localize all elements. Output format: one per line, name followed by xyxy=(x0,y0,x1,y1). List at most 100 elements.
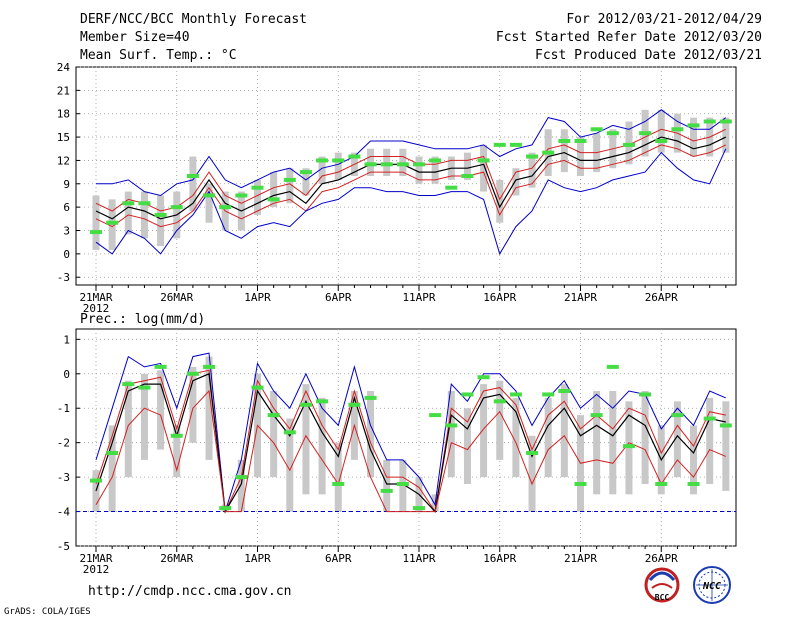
prec-observed-marker xyxy=(251,385,264,390)
bcc-logo-text: BCC xyxy=(655,593,670,602)
prec-xtick-label: 1APR xyxy=(244,552,271,565)
prec-spread-box xyxy=(463,408,471,484)
prec-line-mean xyxy=(95,372,726,514)
panel2-title: Prec.: log(mm/d) xyxy=(80,312,205,327)
temp-observed-marker xyxy=(299,170,312,175)
prec-spread-box xyxy=(383,459,391,512)
temp-spread-box xyxy=(528,152,536,188)
prec-observed-marker xyxy=(719,423,732,428)
temp-observed-marker xyxy=(558,138,571,143)
prec-observed-marker xyxy=(364,395,377,400)
temp-spread-box xyxy=(189,156,197,212)
temp-spread-box xyxy=(463,152,471,180)
prec-spread-box xyxy=(302,384,310,495)
temp-observed-marker xyxy=(477,158,490,163)
temp-spread-box xyxy=(431,156,439,184)
temp-spread-box xyxy=(512,168,520,196)
prec-xtick-label: 21MAR xyxy=(79,552,112,565)
temp-xtick-label: 11APR xyxy=(402,291,435,304)
prec-spread-box xyxy=(173,425,181,478)
bcc-logo: BCC xyxy=(644,567,680,603)
temp-observed-marker xyxy=(283,177,296,182)
prec-spread-box xyxy=(286,418,294,512)
prec-spread-box xyxy=(706,397,714,484)
temp-spread-box xyxy=(205,183,213,223)
temp-xtick-label: 16APR xyxy=(483,291,516,304)
temp-spread-box xyxy=(318,156,326,184)
prec-xtick-label: 21APR xyxy=(564,552,597,565)
prec-ytick-label: -2 xyxy=(57,437,70,450)
temp-observed-marker xyxy=(526,154,539,159)
temp-observed-marker xyxy=(122,201,135,206)
temp-observed-marker xyxy=(639,131,652,136)
temp-ytick-label: 15 xyxy=(57,131,70,144)
temp-spread-box xyxy=(560,129,568,173)
temp-spread-box xyxy=(334,152,342,180)
ncc-logo: NCC xyxy=(693,566,731,604)
temp-plot-frame xyxy=(75,66,737,286)
temp-ytick-label: 6 xyxy=(63,201,70,214)
temp-line-lower xyxy=(95,144,727,228)
prec-observed-marker xyxy=(493,399,506,404)
prec-spread-box xyxy=(528,435,536,512)
prec-spread-box xyxy=(334,442,342,512)
prec-observed-marker xyxy=(590,413,603,418)
prec-spread-box xyxy=(124,380,132,478)
prec-observed-marker xyxy=(429,413,442,418)
prec-spread-box xyxy=(673,401,681,478)
prec-observed-marker xyxy=(477,375,490,380)
temp-observed-marker xyxy=(622,142,635,147)
temp-observed-marker xyxy=(251,185,264,190)
prec-spread-box xyxy=(641,391,649,484)
panel1-title: Mean Surf. Temp.: °C xyxy=(80,48,237,63)
temp-spread-box xyxy=(657,109,665,153)
prec-spread-box xyxy=(447,391,455,478)
forecast-period: For 2012/03/21-2012/04/29 xyxy=(566,12,762,27)
prec-observed-marker xyxy=(154,364,167,369)
prec-observed-marker xyxy=(316,399,329,404)
temp-spread-box xyxy=(302,168,310,196)
temp-spread-box xyxy=(286,168,294,204)
prec-observed-marker xyxy=(283,430,296,435)
temp-spread-box xyxy=(496,179,504,223)
temp-observed-marker xyxy=(703,119,716,124)
prec-spread-box xyxy=(318,397,326,495)
temp-observed-marker xyxy=(154,212,167,217)
prec-spread-box xyxy=(593,391,601,495)
temp-observed-marker xyxy=(413,162,425,167)
temp-panel: -3 0 3 6 9 12 15 18 21 24 21MAR 26MAR 1APR 6APR 11APR 1… xyxy=(57,61,736,315)
forecast-produced: Fcst Produced Date 2012/03/21 xyxy=(535,48,762,63)
temp-observed-marker xyxy=(316,158,329,163)
prec-spread-box xyxy=(690,425,698,495)
prec-line-upper xyxy=(95,369,726,514)
prec-observed-marker xyxy=(703,416,716,421)
temp-spread-box xyxy=(92,195,100,250)
prec-observed-marker xyxy=(671,413,684,418)
prec-spread-box xyxy=(270,391,278,478)
prec-observed-marker xyxy=(396,482,409,486)
temp-line-min xyxy=(95,148,727,256)
temp-observed-marker xyxy=(542,150,555,155)
prec-ytick-label: 1 xyxy=(63,333,70,346)
temp-spread-box xyxy=(415,156,423,184)
prec-plot-frame xyxy=(75,328,737,547)
temp-spread-box xyxy=(270,172,278,208)
prec-spread-box xyxy=(237,459,245,512)
temp-observed-marker xyxy=(170,205,183,210)
prec-ytick-label: -3 xyxy=(57,471,70,484)
prec-line-lower xyxy=(95,389,726,513)
temp-observed-marker xyxy=(138,201,151,206)
prec-spread-box xyxy=(722,401,730,491)
temp-observed-marker xyxy=(332,158,345,163)
prec-observed-marker xyxy=(332,482,345,486)
prec-observed-marker xyxy=(526,451,539,455)
prec-spread-box xyxy=(609,391,617,495)
prec-xtick-label: 26APR xyxy=(645,552,678,565)
temp-observed-marker xyxy=(219,205,232,210)
temp-observed-marker xyxy=(267,197,280,202)
prec-observed-marker xyxy=(90,478,102,483)
temp-ytick-label: 18 xyxy=(57,108,70,121)
temp-observed-marker xyxy=(590,127,603,132)
prec-spread-box xyxy=(140,373,148,460)
temp-xtick-label: 1APR xyxy=(244,291,271,304)
